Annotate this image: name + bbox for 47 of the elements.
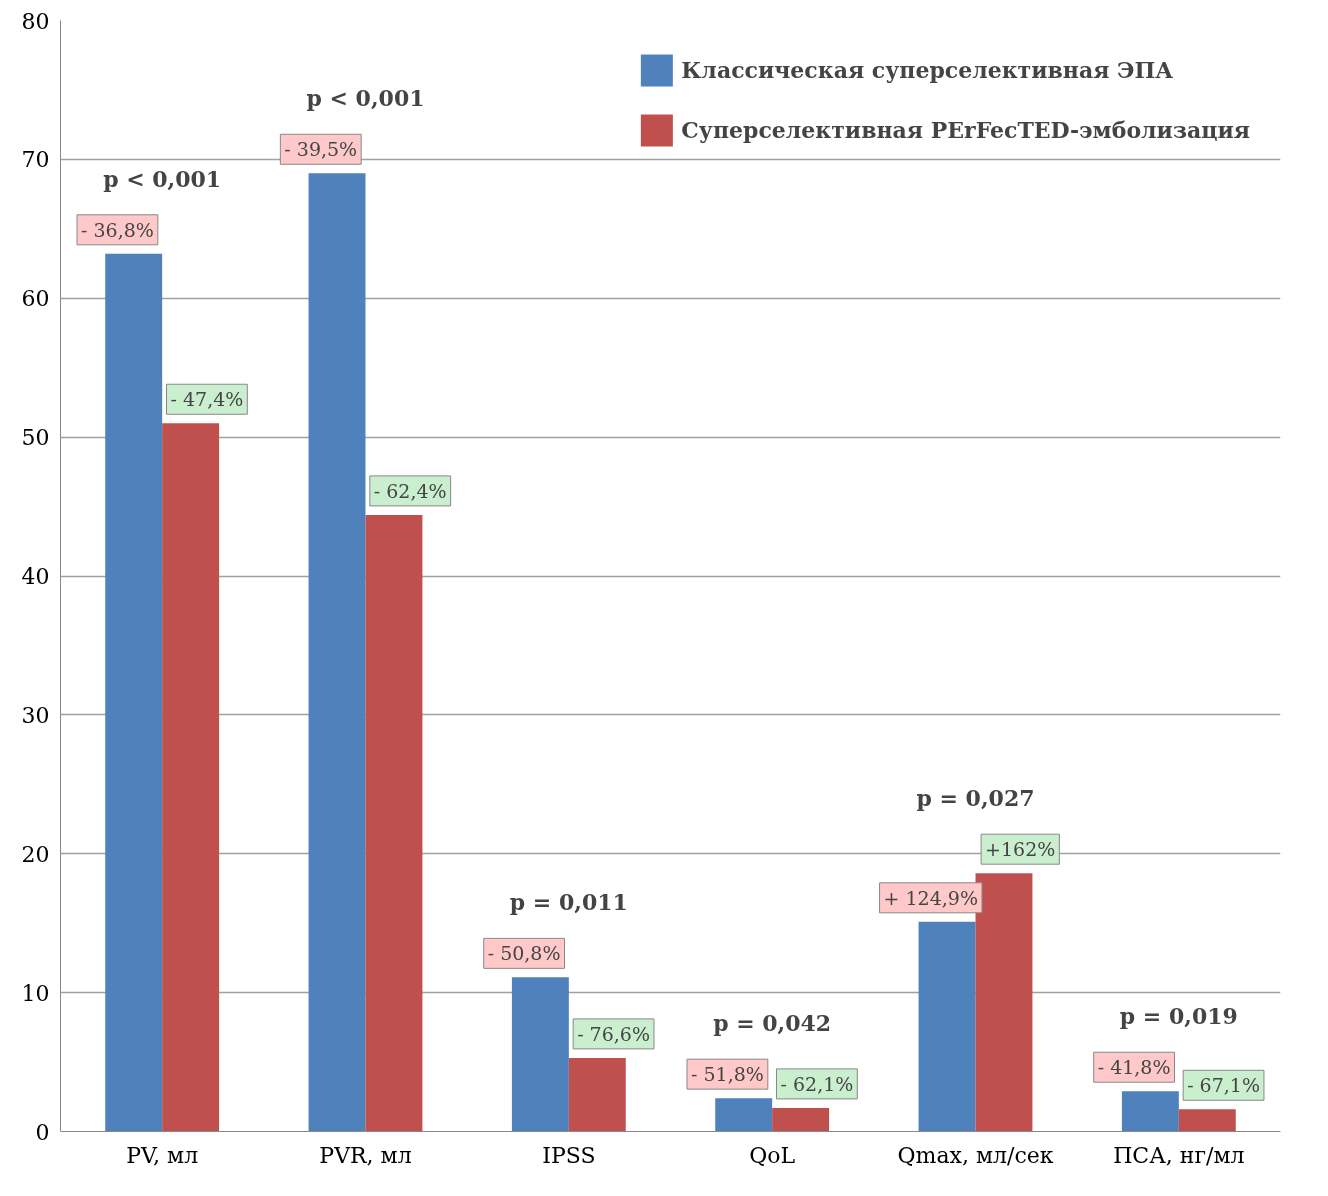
y-tick-label: 40 <box>21 564 50 589</box>
x-tick-label: ПСА, нг/мл <box>1113 1142 1245 1168</box>
annotation: - 62,1% <box>780 1072 854 1095</box>
annotation: p = 0,027 <box>916 785 1035 812</box>
annotation: - 41,8% <box>1097 1056 1171 1079</box>
bar <box>105 253 163 1132</box>
y-tick-label: 50 <box>21 425 50 451</box>
bar <box>365 514 423 1132</box>
bar <box>1178 1109 1236 1132</box>
annotation: - 76,6% <box>577 1022 650 1045</box>
annotation: - 39,5% <box>284 138 358 161</box>
bar <box>918 921 976 1132</box>
x-tick-label: PV, мл <box>126 1142 199 1168</box>
annotation: p < 0,001 <box>103 165 222 192</box>
y-tick-label: 70 <box>21 147 50 173</box>
y-tick-label: 20 <box>21 841 50 867</box>
bar <box>975 873 1033 1132</box>
legend-label: Суперселективная PErFecTED-эмболизация <box>681 117 1250 143</box>
y-tick-label: 10 <box>21 980 50 1006</box>
bar <box>772 1107 830 1132</box>
y-tick-label: 0 <box>35 1119 50 1145</box>
annotation: - 51,8% <box>691 1063 764 1086</box>
annotation: - 47,4% <box>170 388 244 411</box>
annotation: p = 0,019 <box>1119 1003 1238 1030</box>
x-tick-label: QoL <box>749 1142 796 1168</box>
annotation: - 36,8% <box>81 218 154 241</box>
annotation: +162% <box>985 838 1056 861</box>
bar <box>715 1098 773 1132</box>
annotation: p = 0,042 <box>713 1010 832 1037</box>
annotation: p < 0,001 <box>306 85 425 112</box>
bar <box>308 173 366 1132</box>
annotation: - 62,4% <box>373 479 447 502</box>
bar <box>511 977 569 1132</box>
annotation: - 67,1% <box>1187 1074 1260 1097</box>
annotation: + 124,9% <box>883 886 978 909</box>
x-tick-label: IPSS <box>542 1142 596 1168</box>
annotation: - 50,8% <box>487 942 561 965</box>
y-tick-label: 30 <box>21 702 50 728</box>
y-tick-label: 60 <box>21 286 50 312</box>
x-tick-label: Qmax, мл/сек <box>897 1142 1054 1168</box>
bar <box>162 423 220 1132</box>
legend-label: Классическая суперселективная ЭПА <box>681 57 1174 83</box>
bar <box>1121 1091 1179 1132</box>
annotation: p = 0,011 <box>509 889 628 916</box>
x-tick-label: PVR, мл <box>319 1142 412 1168</box>
y-tick-label: 80 <box>21 8 50 34</box>
bar <box>568 1057 626 1132</box>
